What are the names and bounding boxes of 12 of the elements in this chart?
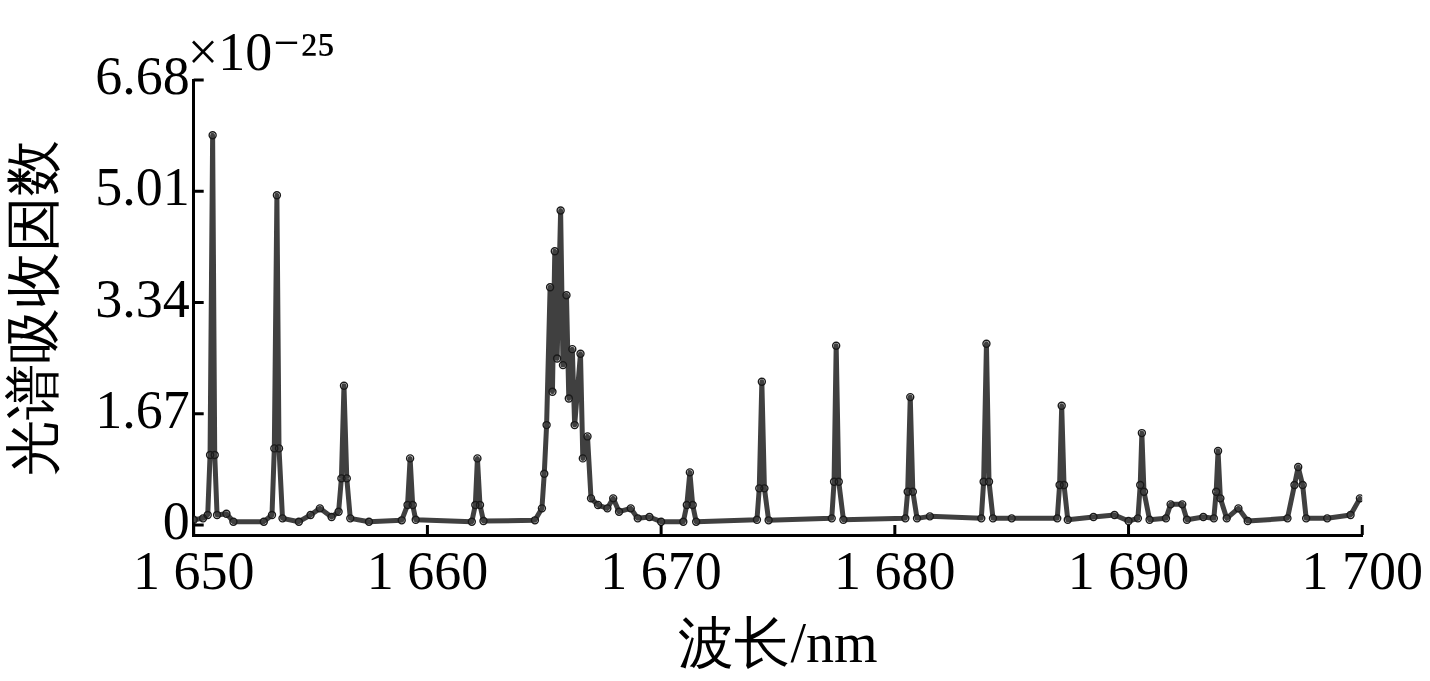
x-axis-title: 波长/nm bbox=[678, 612, 878, 675]
x-tick-label: 1 700 bbox=[1301, 540, 1423, 601]
x-tick-label: 1 670 bbox=[600, 540, 722, 601]
y-tick-label: 3.34 bbox=[95, 268, 190, 329]
annotation: ×10⁻²⁵ bbox=[187, 22, 336, 82]
y-tick-label: 5.01 bbox=[95, 157, 190, 218]
y-tick-label: 1.67 bbox=[95, 379, 190, 440]
x-tick-label: 1 690 bbox=[1067, 540, 1190, 601]
x-tick-label: 1 680 bbox=[834, 540, 956, 601]
y-tick-label: 6.68 bbox=[95, 46, 190, 107]
x-tick-label: 1 660 bbox=[366, 540, 489, 601]
y-axis-title: 光谱吸收因数 bbox=[2, 139, 65, 476]
